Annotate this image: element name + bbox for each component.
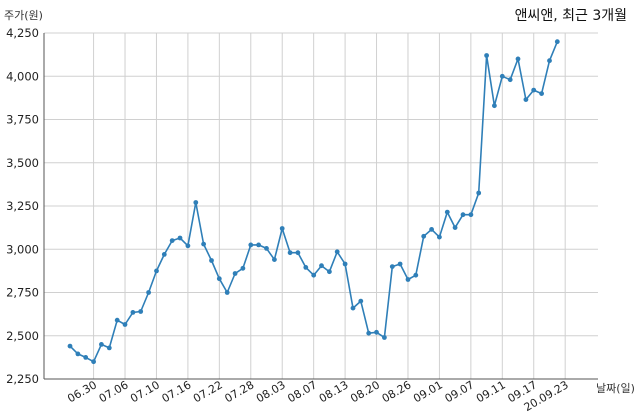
data-point	[114, 317, 120, 323]
data-point	[264, 246, 269, 251]
x-tick-label: 08.20	[348, 378, 382, 405]
axes	[43, 33, 598, 380]
chart-title: 앤씨앤, 최근 3개월	[515, 8, 627, 24]
x-tick-label: 08.07	[285, 378, 319, 405]
data-point	[319, 263, 324, 269]
data-point	[523, 97, 529, 102]
series-stock-price	[67, 39, 560, 365]
data-point	[193, 200, 199, 205]
x-tick-label: 07.16	[160, 378, 194, 405]
data-point	[374, 329, 379, 335]
data-point	[484, 53, 489, 58]
data-point	[138, 309, 144, 314]
data-point	[311, 272, 317, 278]
data-point	[177, 235, 183, 241]
data-point	[452, 225, 458, 231]
data-point	[476, 190, 482, 196]
y-tick-label: 4,000	[6, 69, 39, 83]
data-point	[421, 233, 427, 239]
data-point	[389, 264, 395, 269]
data-point	[334, 249, 340, 255]
data-point	[169, 238, 175, 244]
data-point	[460, 212, 466, 218]
data-point	[130, 310, 136, 315]
tick-labels: 2,250 2,500 2,750 3,000 3,250 3,500 3,750 4,000…	[6, 26, 571, 414]
y-tick-label: 3,000	[6, 242, 39, 256]
data-point	[327, 269, 332, 275]
data-point	[366, 330, 372, 336]
y-tick-label: 3,250	[6, 199, 39, 213]
data-point	[515, 56, 521, 62]
data-point	[256, 242, 261, 248]
data-point	[539, 91, 544, 96]
y-tick-label: 2,500	[6, 329, 39, 343]
data-point	[468, 212, 474, 218]
x-tick-label: 09.07	[443, 378, 477, 405]
y-tick-label: 3,500	[6, 156, 39, 170]
data-point	[161, 252, 167, 257]
x-tick-label: 08.26	[380, 378, 414, 405]
data-point	[413, 272, 419, 278]
data-point	[272, 257, 277, 262]
data-point	[554, 39, 560, 45]
data-point	[547, 58, 552, 64]
data-point	[295, 250, 301, 256]
data-point	[279, 226, 285, 231]
data-point	[106, 345, 112, 351]
x-tick-label: 07.06	[97, 378, 131, 405]
data-point	[531, 87, 537, 93]
data-point	[83, 355, 89, 360]
data-point	[397, 261, 403, 267]
x-tick-label: 08.13	[317, 378, 351, 405]
x-tick-label: 07.10	[128, 378, 162, 405]
y-tick-label: 2,250	[6, 372, 39, 386]
data-point	[382, 335, 387, 340]
data-point	[248, 242, 254, 248]
data-point	[99, 342, 104, 347]
data-point	[240, 265, 246, 271]
x-axis-label: 날짜(일)	[596, 381, 635, 395]
data-point	[224, 290, 230, 295]
y-tick-label: 4,250	[6, 26, 39, 40]
data-point	[429, 227, 434, 232]
x-tick-label: 06.30	[65, 378, 99, 405]
data-point	[405, 277, 411, 282]
data-point	[342, 261, 348, 267]
data-point	[91, 359, 96, 365]
x-tick-label: 07.28	[223, 378, 257, 405]
data-point	[358, 298, 364, 304]
data-point	[209, 258, 214, 263]
x-tick-label: 09.11	[474, 378, 508, 405]
grid	[44, 32, 598, 380]
data-point	[201, 241, 207, 247]
data-point	[492, 103, 497, 109]
data-point	[216, 276, 222, 282]
x-tick-label: 08.03	[254, 378, 288, 405]
data-point	[146, 290, 152, 295]
data-point	[507, 77, 513, 83]
data-point	[444, 209, 450, 215]
x-tick-label: 07.22	[191, 378, 225, 405]
data-point	[232, 271, 238, 276]
data-point	[499, 73, 505, 79]
data-point	[122, 322, 128, 327]
data-point	[75, 351, 81, 357]
data-point	[185, 243, 191, 249]
x-tick-label: 09.01	[411, 378, 445, 405]
data-point	[350, 305, 356, 311]
y-tick-label: 3,750	[6, 113, 39, 127]
data-point	[437, 234, 442, 240]
data-point	[154, 268, 159, 274]
y-tick-label: 2,750	[6, 286, 39, 300]
data-point	[287, 250, 293, 256]
y-axis-label: 주가(원)	[4, 9, 43, 22]
data-point	[67, 343, 73, 349]
data-point	[303, 265, 309, 270]
